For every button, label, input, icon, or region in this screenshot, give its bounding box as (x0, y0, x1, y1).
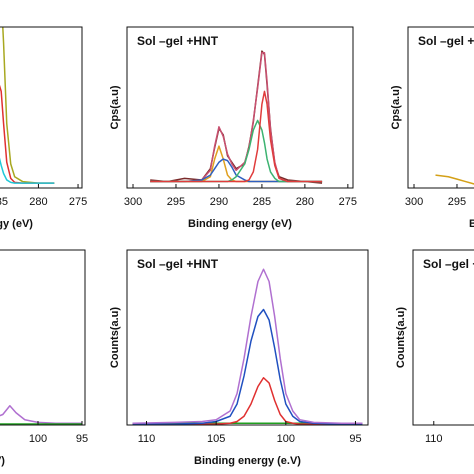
axes-frame (0, 249, 86, 426)
y-axis-label: Counts(a.u) (395, 307, 407, 368)
x-tick-label: 280 (296, 196, 314, 208)
panel-title: Sol –gel +HNT (137, 257, 219, 271)
x-axis-label: Binding energy (eV) (188, 218, 292, 230)
y-axis-label: Counts(a.u) (109, 307, 121, 368)
x-tick-label: 285 (253, 196, 271, 208)
x-tick-label: 95 (349, 433, 361, 445)
plot-area (0, 405, 83, 425)
x-tick-label: 290 (210, 196, 228, 208)
x-tick-label: 295 (167, 196, 185, 208)
axes-frame (0, 26, 83, 189)
y-axis-label: Cps(a.u) (109, 85, 121, 129)
x-tick-label: 275 (339, 196, 357, 208)
x-tick-label: 110 (138, 433, 156, 445)
x-axis-label: Binding energy (eV) (469, 218, 474, 230)
panel: 110 105 100 95 Sol –gel +HNT Binding energy (… (109, 249, 369, 467)
panel-title: Sol –gel +HNT (137, 34, 219, 48)
axes-frame (412, 249, 474, 426)
panel: 300 295 290 285 280 275 Sol –gel +HNT Binding e… (109, 26, 357, 230)
plot-area (0, 27, 55, 184)
panel: 300 295 Sol –gel +HNT Binding energy (eV) Cp… (390, 26, 474, 230)
spectrum-line (150, 119, 323, 183)
axes-frame (126, 249, 369, 426)
spectrum-line (132, 268, 363, 424)
plot-area (150, 50, 323, 184)
x-tick-label: 300 (405, 196, 423, 208)
spectrum-line (0, 157, 55, 184)
panel-title: Sol –gel +HNT (418, 34, 474, 48)
panel: 285 280 275 Binding energy (eV) (0, 26, 87, 230)
spectrum-line (132, 308, 363, 425)
spectrum-line (150, 50, 323, 184)
axes-frame (126, 26, 354, 189)
spectrum-line (435, 174, 474, 185)
spectrum-line (150, 52, 323, 183)
x-tick-label: 295 (448, 196, 466, 208)
x-axis-label: Binding energy (eV) (0, 218, 33, 230)
axes-frame (407, 26, 474, 189)
y-axis-label: Cps(a.u) (390, 85, 402, 129)
x-axis-label: Binding energy (e.V) (194, 455, 301, 467)
x-tick-label: 300 (124, 196, 142, 208)
spectrum-line (0, 405, 83, 424)
x-tick-label: 280 (29, 196, 47, 208)
spectrum-line (132, 377, 363, 425)
x-tick-label: 285 (0, 196, 8, 208)
panel-title: Sol –gel +HNT (423, 257, 474, 271)
x-tick-label: 100 (277, 433, 295, 445)
x-axis-label: Binding energy (e.V) (0, 455, 5, 467)
panel: 100 95 Binding energy (e.V) (0, 249, 88, 467)
plot-area (132, 268, 363, 425)
spectrum-line (150, 90, 323, 183)
plot-area (435, 174, 474, 185)
x-tick-label: 100 (29, 433, 47, 445)
x-tick-label: 275 (69, 196, 87, 208)
x-tick-label: 95 (76, 433, 88, 445)
x-tick-label: 110 (425, 433, 443, 445)
x-tick-label: 105 (207, 433, 225, 445)
